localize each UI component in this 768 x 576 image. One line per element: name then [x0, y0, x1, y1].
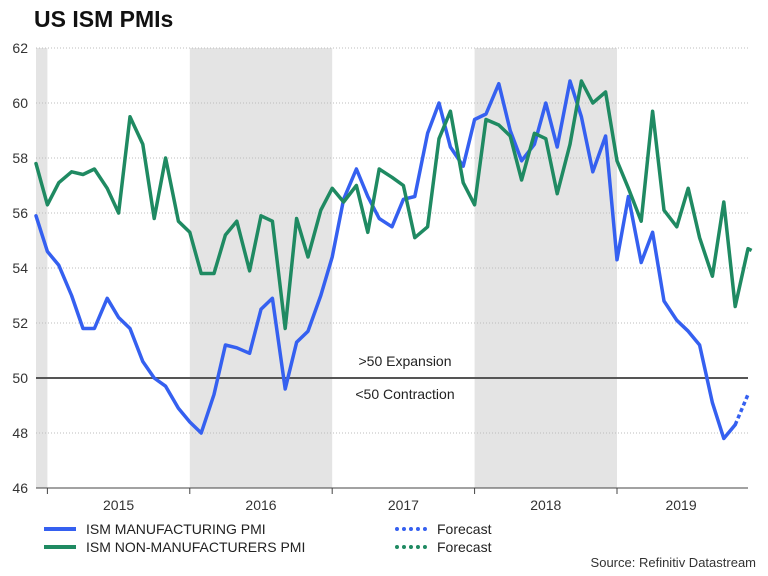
y-tick-label-52: 52 [12, 315, 28, 331]
series-line-forecast-3 [747, 247, 755, 254]
legend-swatch-manufacturing [44, 527, 76, 531]
x-tick-label-2018: 2018 [530, 497, 561, 513]
y-tick-label-46: 46 [12, 480, 28, 496]
legend-label-non-manufacturing: ISM NON-MANUFACTURERS PMI [86, 539, 306, 555]
y-tick-label-62: 62 [12, 40, 28, 56]
source-note: Source: Refinitiv Datastream [590, 555, 756, 570]
series-line-forecast-2 [733, 393, 750, 426]
legend-label-forecast-non-manufacturing: Forecast [437, 539, 492, 555]
shaded-band-1 [189, 48, 333, 488]
legend-label-manufacturing: ISM MANUFACTURING PMI [86, 521, 266, 537]
x-tick-label-2019: 2019 [665, 497, 696, 513]
annotation-contraction: <50 Contraction [355, 386, 454, 402]
legend-swatch-non-manufacturing [44, 545, 76, 549]
legend-label-forecast-manufacturing: Forecast [437, 521, 492, 537]
y-tick-label-48: 48 [12, 425, 28, 441]
x-tick-label-2016: 2016 [245, 497, 276, 513]
legend-item-non-manufacturing: ISM NON-MANUFACTURERS PMI [44, 539, 305, 555]
y-tick-label-58: 58 [12, 150, 28, 166]
annotation-expansion: >50 Expansion [358, 353, 451, 369]
y-tick-label-56: 56 [12, 205, 28, 221]
y-tick-label-60: 60 [12, 95, 28, 111]
shaded-band-0 [36, 48, 48, 488]
x-tick-label-2017: 2017 [388, 497, 419, 513]
x-tick-label-2015: 2015 [103, 497, 134, 513]
legend-item-manufacturing: ISM MANUFACTURING PMI [44, 521, 266, 537]
series-line-ism-manufacturing-pmi [34, 79, 737, 441]
legend-item-forecast-manufacturing: Forecast [395, 521, 491, 537]
legend-swatch-forecast-non-manufacturing [395, 545, 427, 549]
y-tick-label-54: 54 [12, 260, 28, 276]
series-line-ism-non-manufacturers-pmi [34, 79, 750, 331]
y-tick-label-50: 50 [12, 370, 28, 386]
legend-swatch-forecast-manufacturing [395, 527, 427, 531]
legend-item-forecast-non-manufacturing: Forecast [395, 539, 491, 555]
chart-title: US ISM PMIs [34, 6, 174, 32]
